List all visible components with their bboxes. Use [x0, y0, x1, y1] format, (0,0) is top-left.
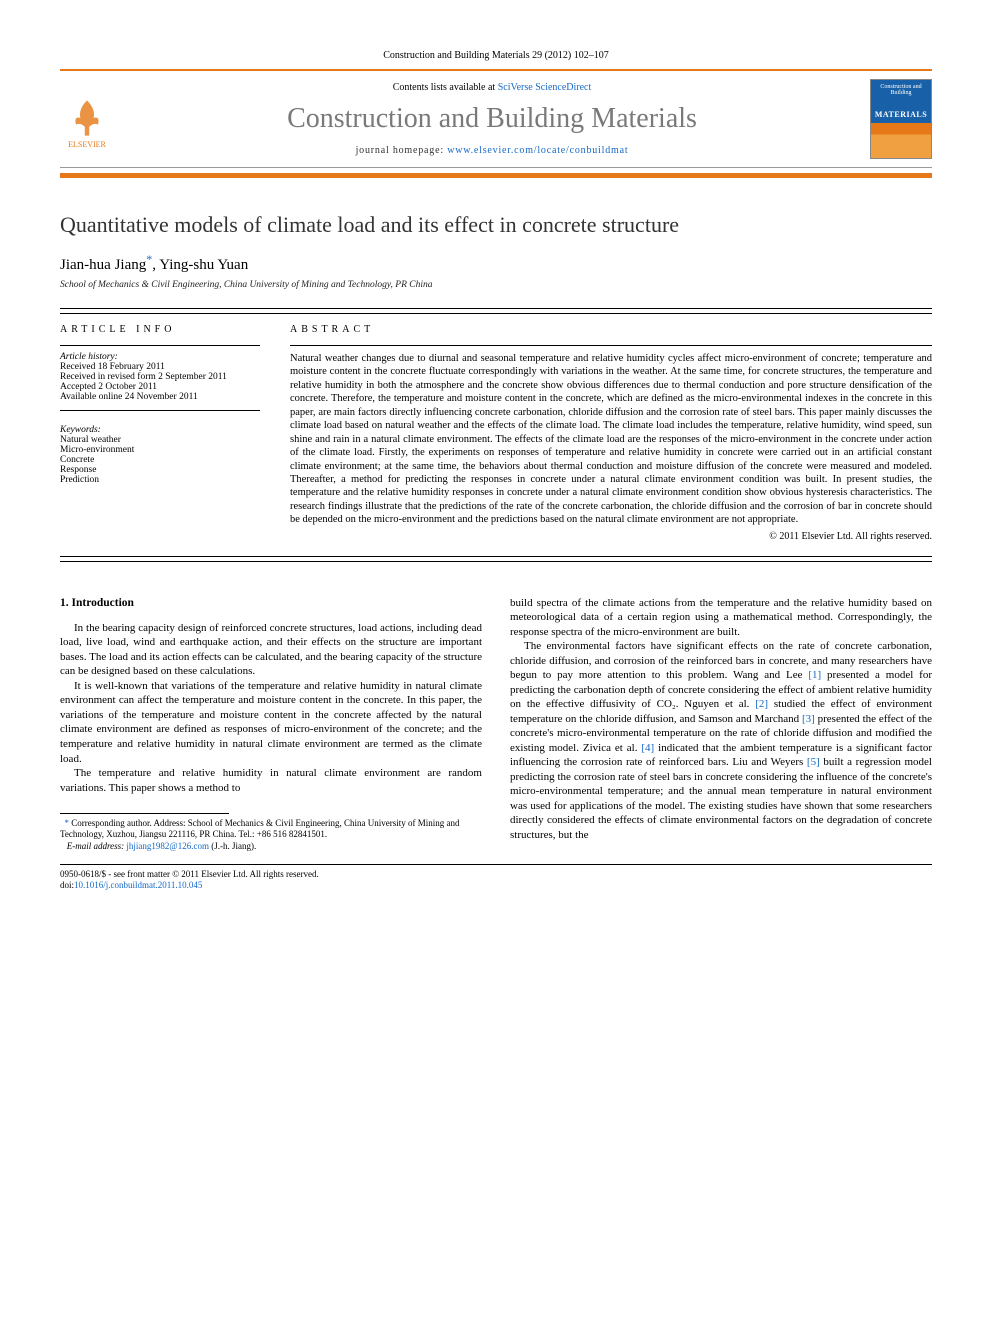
page-footer: 0950-0618/$ - see front matter © 2011 El… — [60, 864, 932, 892]
footnote-corr-text: Corresponding author. Address: School of… — [60, 818, 459, 839]
email-suffix: (J.-h. Jiang). — [209, 841, 256, 851]
publisher-name: ELSEVIER — [68, 140, 106, 149]
author-1: Jian-hua Jiang — [60, 257, 146, 273]
doi-link[interactable]: 10.1016/j.conbuildmat.2011.10.045 — [74, 880, 202, 890]
contents-available-line: Contents lists available at SciVerse Sci… — [128, 82, 856, 93]
journal-homepage-line: journal homepage: www.elsevier.com/locat… — [128, 145, 856, 156]
history-received: Received 18 February 2011 — [60, 362, 260, 372]
email-footnote: E-mail address: jhjiang1982@126.com (J.-… — [60, 841, 482, 852]
footer-rights: 0950-0618/$ - see front matter © 2011 El… — [60, 869, 932, 880]
rule-below-abstract — [60, 561, 932, 562]
copyright-line: © 2011 Elsevier Ltd. All rights reserved… — [290, 531, 932, 542]
elsevier-tree-icon — [65, 96, 109, 140]
journal-cover-thumbnail: Construction and Building MATERIALS — [870, 79, 932, 159]
citation-link[interactable]: [1] — [808, 669, 821, 681]
keyword: Prediction — [60, 475, 260, 485]
history-revised: Received in revised form 2 September 201… — [60, 372, 260, 382]
abstract-heading: ABSTRACT — [290, 324, 932, 335]
keyword: Micro-environment — [60, 445, 260, 455]
rule-above-info — [60, 308, 932, 309]
footnote-star-icon: * — [65, 818, 70, 828]
citation-link[interactable]: [4] — [641, 742, 654, 754]
abstract-column: ABSTRACT Natural weather changes due to … — [290, 324, 932, 542]
history-online: Available online 24 November 2011 — [60, 392, 260, 402]
authors-line: Jian-hua Jiang*, Ying-shu Yuan — [60, 252, 932, 274]
journal-homepage-link[interactable]: www.elsevier.com/locate/conbuildmat — [447, 145, 628, 156]
article-info-column: ARTICLE INFO Article history: Received 1… — [60, 324, 260, 542]
paragraph: build spectra of the climate actions fro… — [510, 596, 932, 640]
citation-link[interactable]: [5] — [807, 756, 820, 768]
paragraph: It is well-known that variations of the … — [60, 679, 482, 766]
contents-prefix: Contents lists available at — [393, 82, 498, 93]
sciencedirect-link[interactable]: SciVerse ScienceDirect — [498, 82, 592, 93]
body-two-column: 1. Introduction In the bearing capacity … — [60, 596, 932, 852]
footnote-divider — [60, 813, 229, 814]
paragraph: In the bearing capacity design of reinfo… — [60, 621, 482, 679]
article-title: Quantitative models of climate load and … — [60, 212, 932, 238]
footer-doi: doi:10.1016/j.conbuildmat.2011.10.045 — [60, 880, 932, 891]
citation-link[interactable]: [2] — [755, 698, 768, 710]
history-heading: Article history: — [60, 352, 260, 362]
corresponding-footnote: * Corresponding author. Address: School … — [60, 818, 482, 841]
homepage-prefix: journal homepage: — [356, 145, 448, 156]
keywords-heading: Keywords: — [60, 425, 260, 435]
history-accepted: Accepted 2 October 2011 — [60, 382, 260, 392]
journal-title: Construction and Building Materials — [128, 103, 856, 135]
affiliation: School of Mechanics & Civil Engineering,… — [60, 280, 932, 290]
article-info-heading: ARTICLE INFO — [60, 324, 260, 335]
section-1-heading: 1. Introduction — [60, 596, 482, 611]
journal-reference: Construction and Building Materials 29 (… — [60, 50, 932, 61]
header-divider — [60, 173, 932, 178]
publisher-logo: ELSEVIER — [60, 89, 114, 149]
abstract-text: Natural weather changes due to diurnal a… — [290, 352, 932, 527]
doi-label: doi: — [60, 880, 74, 890]
paragraph: The environmental factors have significa… — [510, 639, 932, 842]
author-2: Ying-shu Yuan — [159, 257, 248, 273]
cover-main-word: MATERIALS — [871, 110, 931, 119]
email-label: E-mail address: — [67, 841, 127, 851]
cover-top-text: Construction and Building — [880, 84, 921, 96]
journal-header: ELSEVIER Contents lists available at Sci… — [60, 69, 932, 168]
body-text: built a regression model predicting the … — [510, 756, 932, 841]
keyword: Natural weather — [60, 435, 260, 445]
citation-link[interactable]: [3] — [802, 713, 815, 725]
paragraph: The temperature and relative humidity in… — [60, 766, 482, 795]
keyword: Response — [60, 465, 260, 475]
author-email-link[interactable]: jhjiang1982@126.com — [126, 841, 209, 851]
keyword: Concrete — [60, 455, 260, 465]
